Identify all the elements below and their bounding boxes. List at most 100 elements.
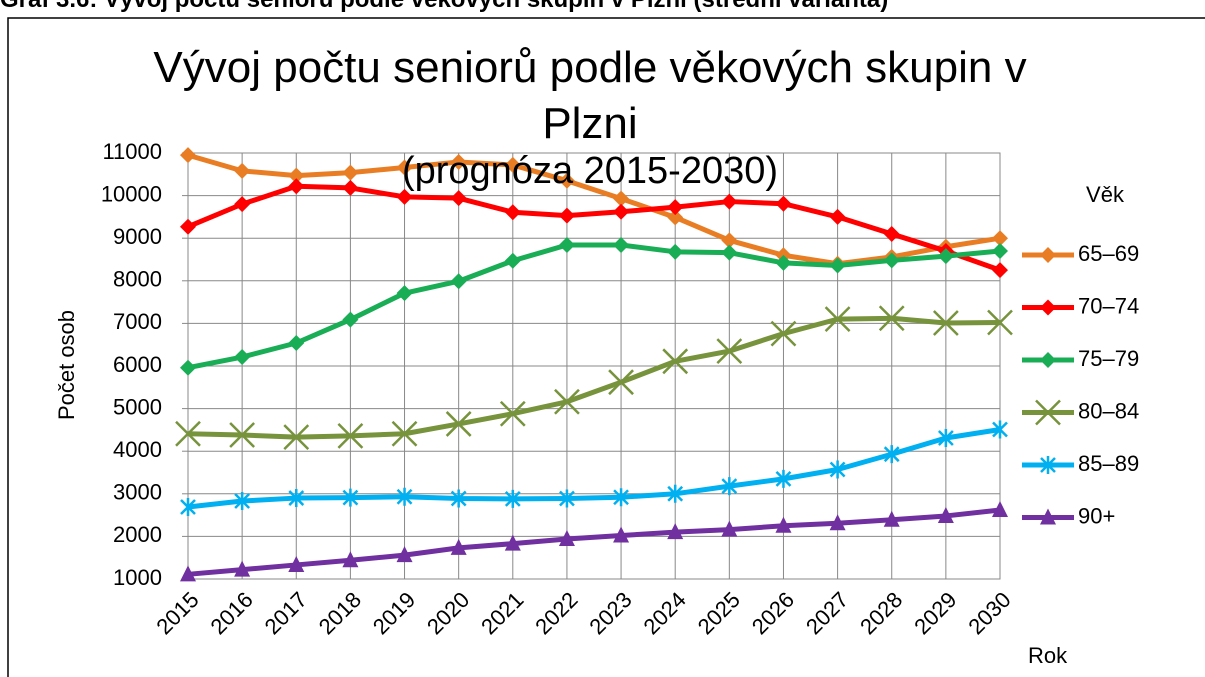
marker [288,167,305,184]
marker [342,488,359,507]
marker [175,420,201,447]
marker [883,225,900,242]
marker [775,195,792,212]
marker [342,311,359,328]
series: 85–89 [180,420,1139,517]
marker [937,428,954,447]
marker [559,489,575,508]
marker [775,516,792,533]
legend-label: 85–89 [1078,451,1139,476]
marker [613,190,630,207]
marker [613,526,630,543]
x-axis-title: Rok [1028,643,1068,668]
marker [342,179,359,196]
legend-label: 90+ [1078,503,1115,528]
marker [396,159,413,176]
x-tick-label: 2022 [530,587,582,639]
series-line [187,507,1001,577]
marker [667,199,684,216]
y-tick-label: 1000 [113,565,162,590]
marker [450,153,467,170]
x-tick-label: 2019 [368,587,420,639]
marker [775,254,792,271]
legend-label: 80–84 [1078,398,1139,423]
marker [667,243,684,260]
marker [558,529,575,546]
marker [937,248,954,265]
x-tick-label: 2029 [909,587,961,639]
x-tick-label: 2021 [476,587,528,639]
marker [342,551,359,568]
series: 80–84 [175,305,1139,451]
x-tick-label: 2018 [314,587,366,639]
x-tick-label: 2020 [422,587,474,639]
marker [992,230,1008,247]
marker [337,422,364,449]
x-tick-label: 2015 [151,587,203,639]
marker [667,523,684,540]
marker [396,285,413,302]
marker [992,420,1008,439]
marker [499,400,526,427]
marker [445,411,472,437]
marker [288,555,305,572]
x-tick-label: 2017 [260,587,312,639]
marker [396,188,413,205]
y-tick-label: 2000 [113,522,162,547]
x-tick-label: 2027 [801,587,853,639]
y-axis-title: Počet osob [54,310,79,420]
marker [504,204,521,221]
marker [1040,352,1056,368]
x-tick-label: 2028 [855,587,907,639]
legend-label: 65–69 [1078,241,1139,266]
series-line [187,183,1001,273]
y-tick-label: 11000 [102,139,162,164]
x-tick-label: 2030 [963,587,1015,639]
x-tick-label: 2024 [639,587,691,639]
y-tick-label: 8000 [113,267,162,292]
marker [613,237,630,254]
marker [613,203,630,220]
y-tick-label: 6000 [113,352,162,377]
marker [1040,247,1056,263]
marker [180,498,196,517]
marker [558,207,575,224]
caption: Graf 3.6: Vývoj počtu seniorů podle věko… [0,0,1205,14]
marker [554,388,580,415]
marker [613,488,629,507]
marker [883,252,900,269]
series: 90+ [180,500,1115,582]
marker [1040,456,1056,474]
marker [716,338,743,364]
marker [504,534,521,551]
marker [450,489,467,508]
marker [288,334,305,351]
marker [391,420,418,447]
series: 70–74 [180,178,1139,318]
marker [775,469,792,488]
x-tick-label: 2025 [693,587,745,639]
marker [883,510,900,527]
series-line [187,242,1001,371]
marker [180,218,196,235]
marker [558,172,575,189]
y-tick-label: 5000 [113,394,162,419]
marker [234,560,251,577]
y-tick-label: 9000 [113,224,162,249]
marker [829,514,846,531]
y-tick-label: 7000 [113,309,162,334]
marker [721,193,738,210]
marker [721,232,738,249]
marker [504,156,521,173]
marker [667,484,684,503]
marker [450,538,467,555]
marker [234,492,251,511]
marker [283,424,310,451]
marker [883,445,900,464]
marker [662,348,689,375]
y-tick-label: 10000 [101,181,162,206]
marker [234,196,251,213]
series-line [187,315,1001,440]
marker [504,489,521,508]
